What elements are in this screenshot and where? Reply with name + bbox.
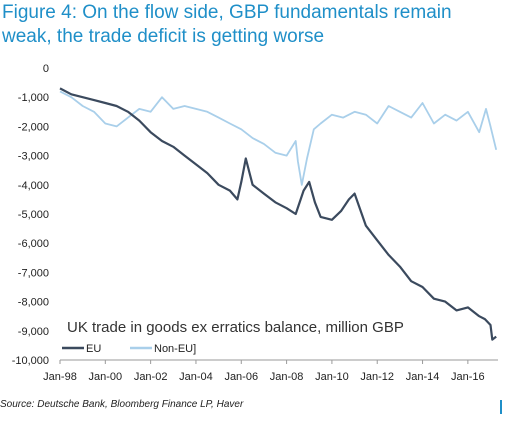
y-tick-label: -6,000 <box>18 238 49 250</box>
y-tick-label: -10,000 <box>12 355 49 367</box>
x-axis: Jan-98 Jan-00 Jan-02 Jan-04 Jan-06 Jan-08 Jan-… <box>43 359 498 383</box>
x-tick-label: Jan-10 <box>315 371 349 383</box>
series-line-non-eu <box>59 90 498 186</box>
x-tick-label: Jan-16 <box>451 371 485 383</box>
legend-label: EU <box>86 343 101 355</box>
y-tick-label: -4,000 <box>18 180 49 192</box>
x-tick-label: Jan-14 <box>406 371 440 383</box>
y-tick-label: -7,000 <box>18 267 49 279</box>
series-lines <box>59 87 498 341</box>
chart-title: Figure 4: On the flow side, GBP fundamen… <box>2 1 502 49</box>
right-accent-bar <box>500 400 502 414</box>
y-tick-label: -5,000 <box>18 209 49 221</box>
x-tick-label: Jan-08 <box>270 371 304 383</box>
y-tick-label: 0 <box>43 63 49 75</box>
y-axis: 0 -1,000 -2,000 -3,000 -4,000 -5,000 -6,000 -7,… <box>12 63 49 367</box>
y-tick-label: -9,000 <box>18 326 49 338</box>
y-tick-label: -3,000 <box>18 151 49 163</box>
legend: EU Non-EU] <box>62 343 196 355</box>
x-tick-label: Jan-98 <box>43 371 77 383</box>
x-tick-label: Jan-06 <box>224 371 258 383</box>
chart-title-line-1: Figure 4: On the flow side, GBP fundamen… <box>2 2 452 23</box>
y-tick-label: -1,000 <box>18 92 49 104</box>
y-tick-label: -2,000 <box>18 121 49 133</box>
x-tick-label: Jan-02 <box>134 371 168 383</box>
x-tick-label: Jan-00 <box>88 371 122 383</box>
source-note: Source: Deutsche Bank, Bloomberg Finance… <box>0 399 244 410</box>
chart-title-line-2: weak, the trade deficit is getting worse <box>2 26 325 47</box>
y-tick-label: -8,000 <box>18 297 49 309</box>
chart-annotation: UK trade in goods ex erratics balance, m… <box>67 319 404 336</box>
series-line-eu <box>59 87 497 341</box>
legend-label: Non-EU] <box>154 343 196 355</box>
x-tick-label: Jan-12 <box>360 371 394 383</box>
x-tick-label: Jan-04 <box>179 371 213 383</box>
